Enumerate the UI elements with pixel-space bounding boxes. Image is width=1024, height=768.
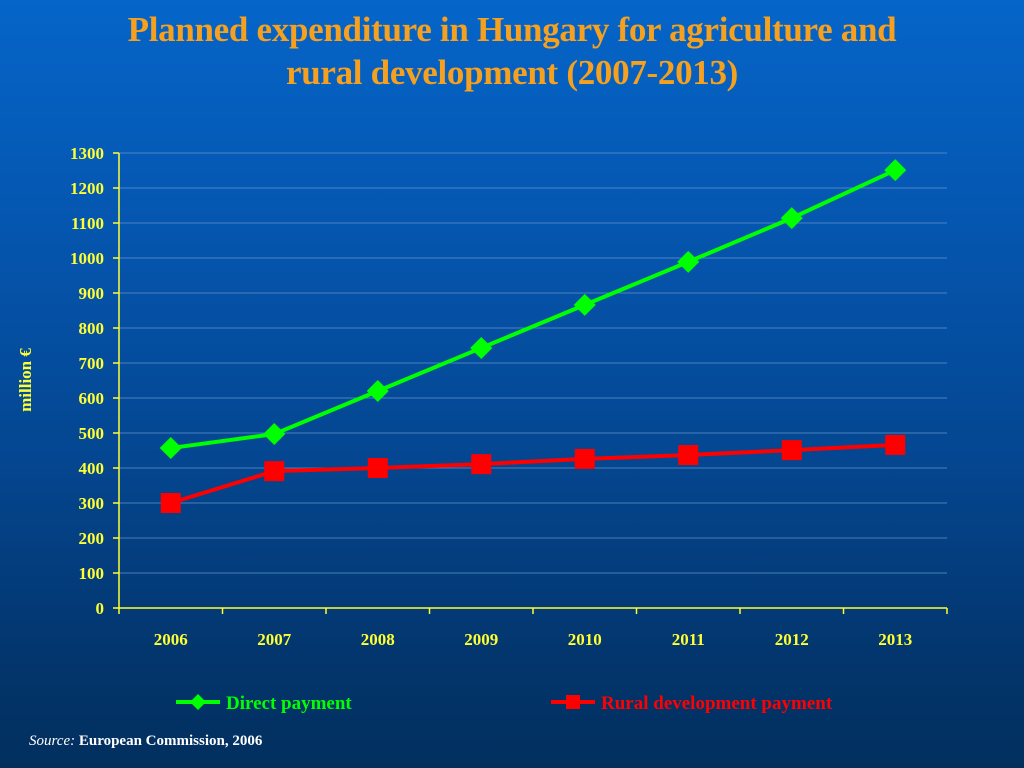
x-tick-label: 2007 — [257, 630, 292, 649]
data-point-rural-development-payment — [264, 461, 285, 482]
data-point-direct-payment — [159, 437, 182, 460]
source-label: Source: — [29, 733, 76, 749]
y-tick-label: 0 — [96, 599, 105, 618]
y-axis-label: million € — [16, 348, 35, 412]
y-tick-label: 1300 — [70, 144, 104, 163]
y-tick-label: 300 — [79, 494, 105, 513]
y-axis-ticks: 0 100 200 300 400 500 600 700 800 900 1000 1100 1200… — [70, 144, 119, 618]
series-direct-payment — [159, 159, 907, 460]
chart-title-line-2: rural development (2007-2013) — [285, 53, 739, 92]
y-tick-label: 1200 — [70, 179, 104, 198]
x-tick-label: 2011 — [672, 630, 705, 649]
series-rural-development-payment — [160, 434, 906, 513]
legend: Direct payment Rural development payment — [176, 693, 833, 714]
data-point-direct-payment — [263, 423, 286, 446]
data-point-direct-payment — [884, 159, 907, 182]
series-group — [159, 159, 907, 513]
chart-title: Planned expenditure in Hungary for agric… — [0, 8, 1024, 94]
data-point-direct-payment — [780, 207, 803, 230]
data-point-direct-payment — [573, 293, 596, 316]
gridlines — [119, 152, 947, 574]
y-tick-label: 1100 — [71, 214, 104, 233]
axes — [118, 153, 947, 609]
data-point-rural-development-payment — [781, 440, 802, 461]
x-axis-ticks: 2006 2007 2008 2009 2010 2011 2012 2013 — [118, 608, 948, 649]
y-tick-label: 700 — [79, 354, 105, 373]
x-tick-label: 2006 — [154, 630, 188, 649]
series-line-direct-payment — [170, 168, 897, 451]
data-point-rural-development-payment — [471, 454, 492, 475]
legend-item-direct-payment: Direct payment — [176, 693, 352, 714]
data-point-direct-payment — [366, 380, 389, 402]
square-icon — [566, 695, 580, 709]
source-note: Source: European Commission, 2006 — [29, 733, 262, 750]
data-point-rural-development-payment — [574, 448, 595, 469]
x-tick-label: 2010 — [568, 630, 602, 649]
chart-title-line-1: Planned expenditure in Hungary for agric… — [127, 10, 897, 49]
y-tick-label: 800 — [79, 319, 105, 338]
y-tick-label: 100 — [79, 564, 105, 583]
data-point-rural-development-payment — [885, 434, 906, 455]
x-tick-label: 2008 — [361, 630, 395, 649]
data-point-rural-development-payment — [678, 445, 699, 466]
y-tick-label: 500 — [79, 424, 105, 443]
y-tick-label: 400 — [79, 459, 105, 478]
y-tick-label: 1000 — [70, 249, 104, 268]
legend-label-direct-payment: Direct payment — [226, 693, 352, 714]
x-tick-label: 2012 — [775, 630, 809, 649]
data-point-direct-payment — [677, 250, 700, 273]
x-tick-label: 2013 — [878, 630, 912, 649]
legend-item-rural-development-payment: Rural development payment — [551, 693, 833, 714]
y-tick-label: 900 — [79, 284, 105, 303]
data-point-direct-payment — [470, 336, 493, 359]
x-tick-label: 2009 — [464, 630, 498, 649]
y-tick-label: 200 — [79, 529, 105, 548]
y-tick-label: 600 — [79, 389, 105, 408]
source-text: European Commission, 2006 — [78, 733, 263, 749]
diamond-icon — [190, 694, 206, 710]
data-point-rural-development-payment — [367, 458, 388, 478]
data-point-rural-development-payment — [160, 493, 181, 513]
legend-label-rural-development-payment: Rural development payment — [601, 693, 833, 714]
series-line-rural-development-payment — [170, 442, 896, 505]
